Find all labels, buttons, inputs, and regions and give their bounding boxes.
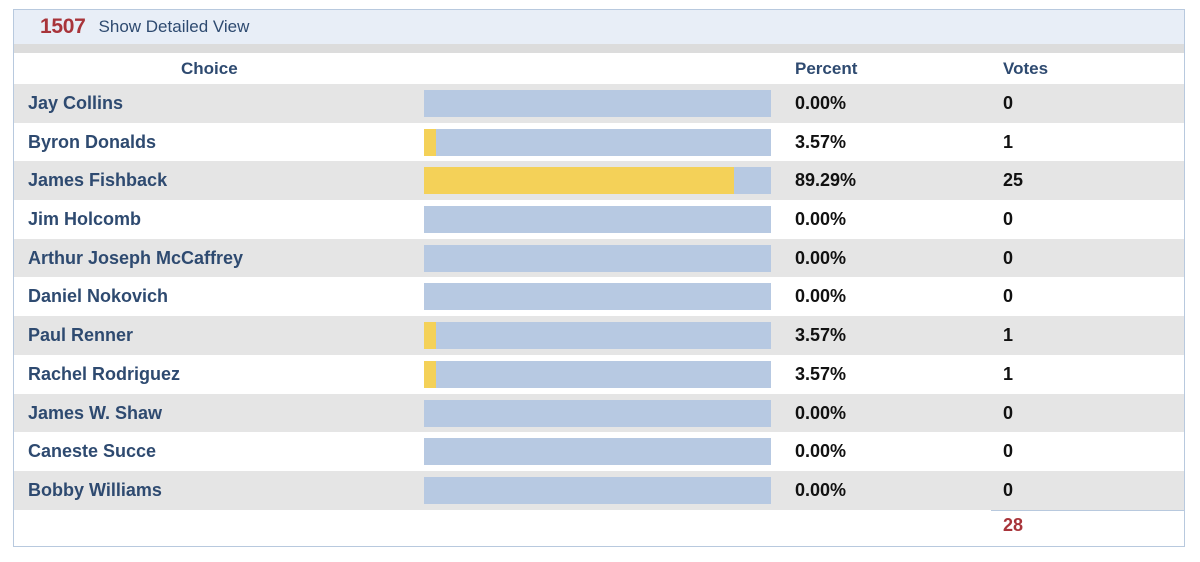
- candidate-votes: 0: [1003, 247, 1014, 268]
- table-row: Caneste Succe 0.00% 0: [14, 432, 1184, 471]
- table-row: James Fishback 89.29% 25: [14, 161, 1184, 201]
- column-header-choice: Choice: [181, 59, 238, 78]
- table-row: James W. Shaw 0.00% 0: [14, 393, 1184, 433]
- candidate-name: Daniel Nokovich: [28, 286, 169, 307]
- vote-share-bar: [424, 167, 771, 195]
- vote-share-bar: [424, 322, 771, 350]
- candidate-votes: 0: [1003, 286, 1014, 307]
- candidate-name: Byron Donalds: [28, 131, 157, 152]
- results-header: 1507 Show Detailed View: [14, 10, 1184, 44]
- vote-share-fill: [424, 128, 437, 156]
- vote-share-bar: [424, 476, 771, 504]
- candidate-name: Arthur Joseph McCaffrey: [28, 247, 244, 268]
- table-row: Jay Collins 0.00% 0: [14, 84, 1184, 123]
- candidate-percent: 89.29%: [795, 170, 857, 191]
- candidate-votes: 0: [1003, 441, 1014, 462]
- candidate-votes: 25: [1003, 170, 1024, 191]
- candidate-percent: 3.57%: [795, 131, 847, 152]
- table-row: Daniel Nokovich 0.00% 0: [14, 277, 1184, 316]
- candidate-votes: 0: [1003, 209, 1014, 230]
- vote-share-bar: [424, 244, 771, 272]
- race-number: 1507: [40, 15, 86, 38]
- candidate-percent: 0.00%: [795, 209, 847, 230]
- candidate-name: Paul Renner: [28, 325, 134, 346]
- candidate-percent: 0.00%: [795, 247, 847, 268]
- candidate-name: Jim Holcomb: [28, 209, 142, 230]
- candidate-name: Rachel Rodriguez: [28, 363, 181, 384]
- candidate-name: Bobby Williams: [28, 479, 162, 500]
- candidate-percent: 3.57%: [795, 325, 847, 346]
- vote-share-bar: [424, 283, 771, 311]
- candidate-percent: 0.00%: [795, 93, 847, 113]
- candidate-name: Jay Collins: [28, 93, 124, 113]
- candidate-votes: 1: [1003, 131, 1014, 152]
- vote-share-fill: [424, 167, 734, 195]
- results-table: Jay Collins 0.00% 0 Byron Donalds 3.57% 1 Jame…: [14, 84, 1184, 510]
- show-detailed-view-link[interactable]: Show Detailed View: [98, 17, 250, 36]
- vote-share-bar: [424, 438, 771, 466]
- candidate-name: Caneste Succe: [28, 441, 157, 462]
- candidate-name: James W. Shaw: [28, 402, 163, 423]
- candidate-votes: 0: [1003, 479, 1014, 500]
- candidate-percent: 0.00%: [795, 441, 847, 462]
- column-header-votes: Votes: [1003, 59, 1049, 78]
- vote-share-fill: [424, 322, 437, 350]
- vote-share-bar: [424, 206, 771, 234]
- total-votes: 28: [1003, 515, 1024, 535]
- candidate-votes: 1: [1003, 363, 1014, 384]
- header-divider: [14, 44, 1184, 53]
- candidate-percent: 0.00%: [795, 286, 847, 307]
- vote-share-bar: [424, 399, 771, 427]
- table-row: Byron Donalds 3.57% 1: [14, 123, 1184, 162]
- candidate-percent: 0.00%: [795, 402, 847, 423]
- total-divider: [991, 510, 1185, 511]
- vote-share-bar: [424, 360, 771, 388]
- table-row: Bobby Williams 0.00% 0: [14, 470, 1184, 510]
- column-header-percent: Percent: [795, 59, 858, 78]
- column-headers: Choice Percent Votes: [14, 53, 1184, 84]
- table-row: Rachel Rodriguez 3.57% 1: [14, 355, 1184, 394]
- table-row: Arthur Joseph McCaffrey 0.00% 0: [14, 238, 1184, 278]
- candidate-percent: 0.00%: [795, 479, 847, 500]
- results-panel: 1507 Show Detailed View Choice Percent V…: [13, 9, 1185, 547]
- vote-share-bar: [424, 128, 771, 156]
- vote-share-bar: [424, 90, 771, 117]
- candidate-name: James Fishback: [28, 170, 168, 191]
- candidate-votes: 0: [1003, 402, 1014, 423]
- table-row: Jim Holcomb 0.00% 0: [14, 200, 1184, 239]
- vote-share-fill: [424, 360, 437, 388]
- candidate-votes: 0: [1003, 93, 1014, 113]
- table-row: Paul Renner 3.57% 1: [14, 316, 1184, 355]
- candidate-percent: 3.57%: [795, 363, 847, 384]
- candidate-votes: 1: [1003, 325, 1014, 346]
